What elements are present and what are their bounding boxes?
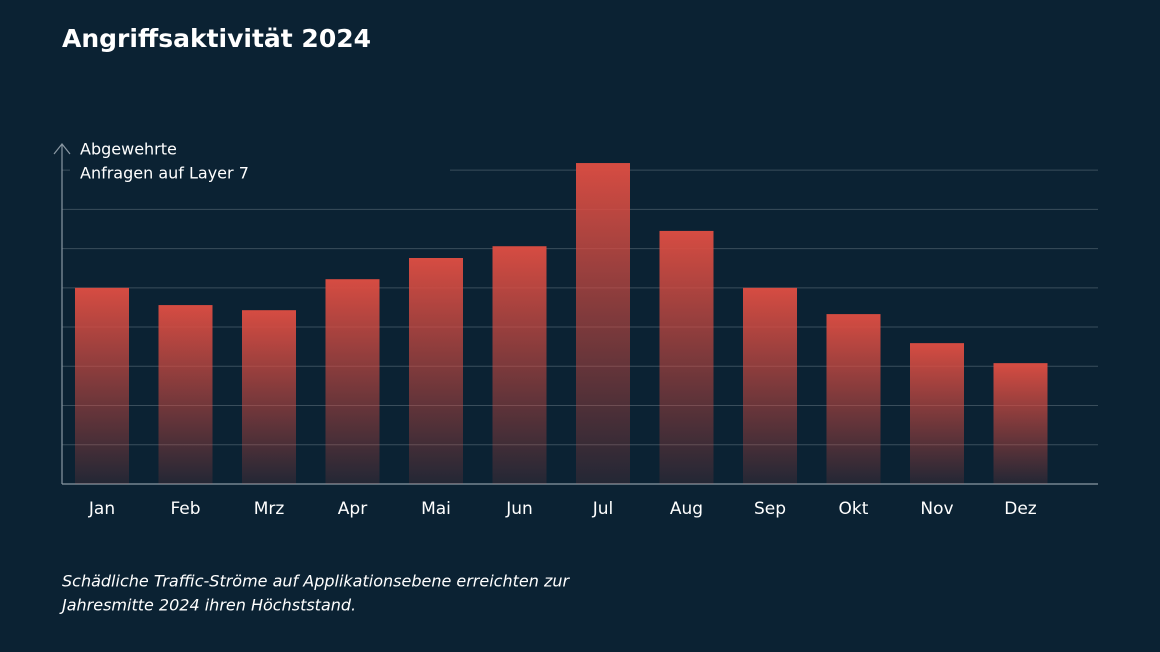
x-tick-label: Jun: [505, 499, 533, 519]
x-tick-label: Mai: [421, 499, 451, 519]
x-tick-label: Dez: [1004, 499, 1037, 519]
x-tick-label: Apr: [338, 499, 367, 519]
bar: [492, 246, 547, 484]
x-tick-label: Aug: [670, 499, 703, 519]
x-tick-label: Sep: [754, 499, 786, 519]
bar: [75, 287, 129, 484]
chart-title: Angriffsaktivität 2024: [62, 24, 371, 53]
bar: [409, 258, 463, 484]
bar: [659, 230, 714, 484]
x-tick-label: Feb: [170, 499, 200, 519]
x-tick-label: Nov: [920, 499, 953, 519]
bar: [325, 279, 380, 484]
y-axis-label: Abgewehrte: [80, 140, 177, 159]
bar: [743, 287, 797, 484]
bar: [826, 314, 881, 484]
label-backdrop: [70, 135, 450, 190]
x-tick-label: Jan: [88, 499, 115, 519]
note: Jahresmitte 2024 ihren Höchststand.: [59, 596, 356, 615]
bar: [910, 343, 964, 484]
bar: [158, 305, 213, 484]
x-tick-label: Jul: [592, 499, 614, 519]
bar: [242, 310, 296, 484]
bar: [993, 363, 1048, 484]
x-tick-label: Okt: [839, 499, 869, 519]
x-tick-label: Mrz: [254, 499, 285, 519]
bar: [576, 163, 630, 484]
note: Schädliche Traffic-Ströme auf Applikatio…: [62, 572, 570, 591]
y-axis-label: Anfragen auf Layer 7: [80, 164, 249, 183]
y-axis-arrow: [53, 143, 71, 155]
